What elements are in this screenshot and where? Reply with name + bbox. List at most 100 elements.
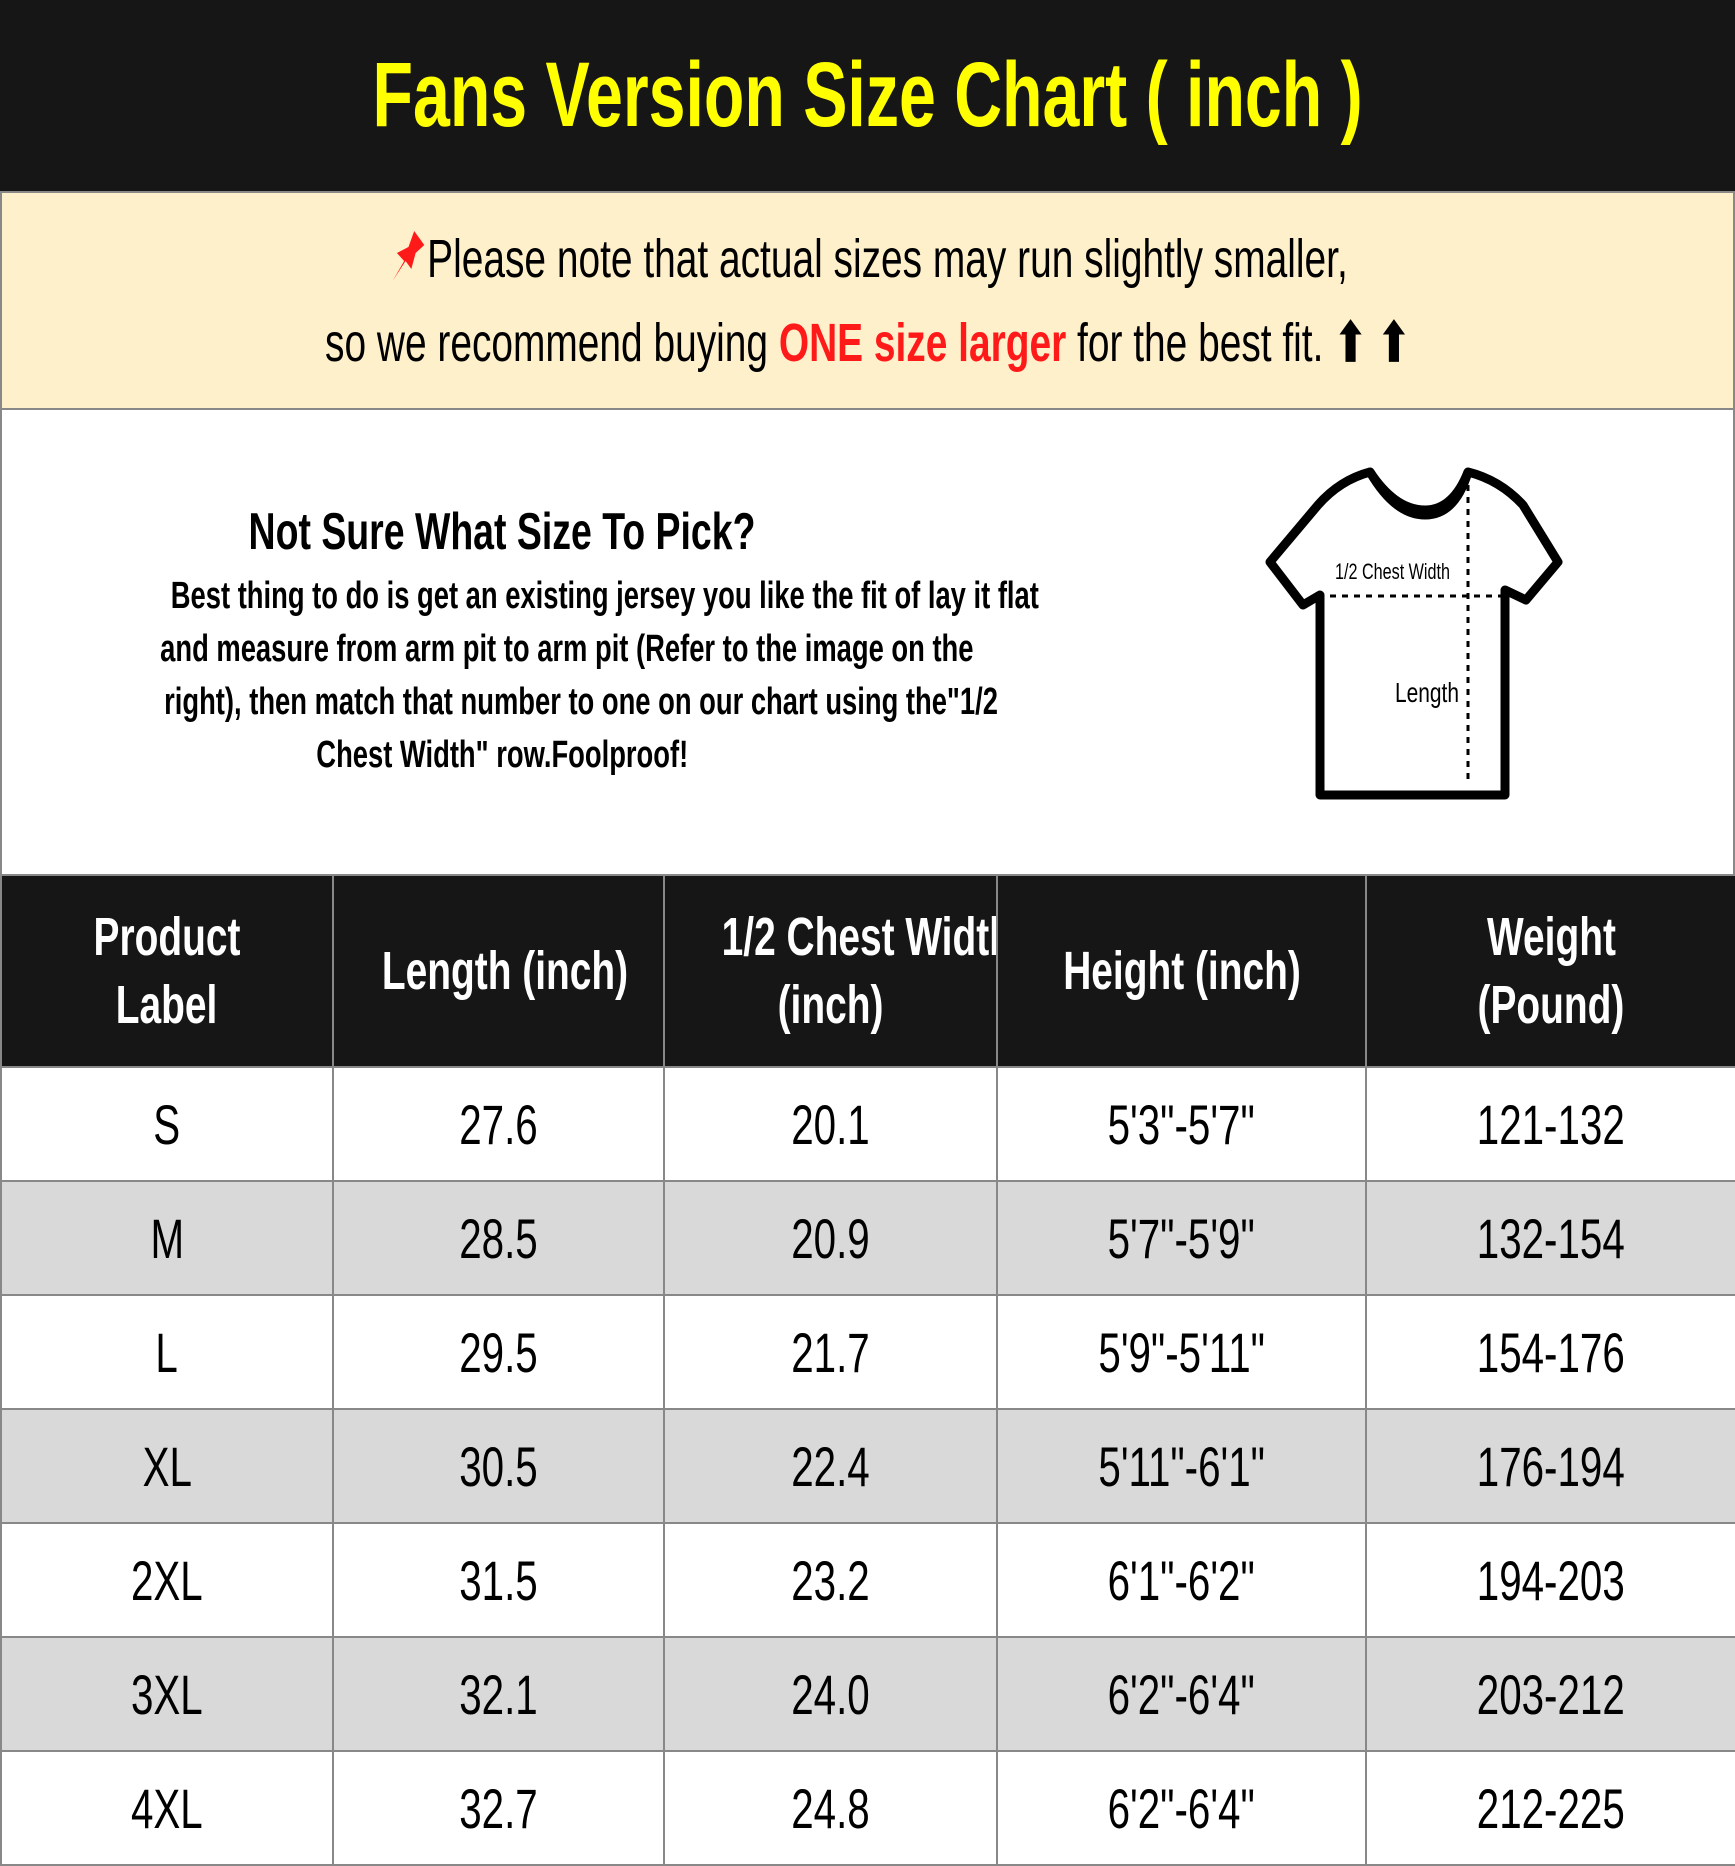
table-cell: 2XL bbox=[0, 1522, 334, 1638]
table-row: S 27.6 20.1 5'3"-5'7" 121-132 bbox=[0, 1066, 1735, 1182]
table-cell: 31.5 bbox=[332, 1522, 665, 1638]
table-cell: 132-154 bbox=[1365, 1180, 1735, 1296]
table-cell: 3XL bbox=[0, 1636, 334, 1752]
cell-text: 176-194 bbox=[1477, 1434, 1625, 1498]
table-cell: 194-203 bbox=[1365, 1522, 1735, 1638]
size-note: Please note that actual sizes may run sl… bbox=[0, 193, 1735, 410]
cell-text: 212-225 bbox=[1477, 1776, 1625, 1840]
cell-text: 20.1 bbox=[791, 1092, 870, 1156]
header-text: (Pound) bbox=[1477, 975, 1625, 1035]
table-cell: 30.5 bbox=[332, 1408, 665, 1524]
cell-text: 6'1"-6'2" bbox=[1107, 1548, 1256, 1612]
length-label: Length bbox=[1395, 677, 1459, 708]
column-header: Weight (Pound) bbox=[1365, 874, 1735, 1068]
cell-text: L bbox=[155, 1320, 179, 1384]
cell-text: XL bbox=[142, 1434, 192, 1498]
guide-line: right), then match that number to one on… bbox=[164, 681, 998, 723]
cell-text: M bbox=[150, 1206, 184, 1270]
table-row: L 29.5 21.7 5'9"-5'11" 154-176 bbox=[0, 1294, 1735, 1410]
table-cell: 6'2"-6'4" bbox=[996, 1636, 1367, 1752]
measure-guide: Not Sure What Size To Pick? Best thing t… bbox=[0, 410, 1735, 874]
cell-text: 23.2 bbox=[791, 1548, 870, 1612]
table-cell: 24.8 bbox=[663, 1750, 998, 1866]
cell-text: 30.5 bbox=[459, 1434, 538, 1498]
table-cell: S bbox=[0, 1066, 334, 1182]
table-cell: 203-212 bbox=[1365, 1636, 1735, 1752]
note-line-2-end: for the best fit. bbox=[1066, 313, 1324, 373]
cell-text: 5'9"-5'11" bbox=[1098, 1320, 1265, 1384]
cell-text: 21.7 bbox=[791, 1320, 870, 1384]
table-cell: 32.7 bbox=[332, 1750, 665, 1866]
cell-text: 154-176 bbox=[1477, 1320, 1625, 1384]
header-banner: Fans Version Size Chart ( inch ) bbox=[0, 0, 1735, 193]
header-text: Length (inch) bbox=[381, 941, 629, 1001]
cell-text: 29.5 bbox=[459, 1320, 538, 1384]
cell-text: 24.8 bbox=[791, 1776, 870, 1840]
table-cell: 5'7"-5'9" bbox=[996, 1180, 1367, 1296]
table-cell: 32.1 bbox=[332, 1636, 665, 1752]
table-cell: 20.9 bbox=[663, 1180, 998, 1296]
table-cell: 28.5 bbox=[332, 1180, 665, 1296]
table-row: 3XL 32.1 24.0 6'2"-6'4" 203-212 bbox=[0, 1636, 1735, 1752]
cell-text: 4XL bbox=[131, 1776, 203, 1840]
cell-text: 20.9 bbox=[791, 1206, 870, 1270]
table-row: XL 30.5 22.4 5'11"-6'1" 176-194 bbox=[0, 1408, 1735, 1524]
table-cell: 22.4 bbox=[663, 1408, 998, 1524]
table-cell: 24.0 bbox=[663, 1636, 998, 1752]
cell-text: 32.1 bbox=[459, 1662, 538, 1726]
guide-line: Chest Width" row.Foolproof! bbox=[316, 734, 688, 776]
table-cell: 20.1 bbox=[663, 1066, 998, 1182]
table-row: M 28.5 20.9 5'7"-5'9" 132-154 bbox=[0, 1180, 1735, 1296]
pushpin-icon bbox=[392, 231, 425, 281]
table-cell: 6'2"-6'4" bbox=[996, 1750, 1367, 1866]
table-cell: 176-194 bbox=[1365, 1408, 1735, 1524]
cell-text: 28.5 bbox=[459, 1206, 538, 1270]
cell-text: 32.7 bbox=[459, 1776, 538, 1840]
cell-text: 5'7"-5'9" bbox=[1107, 1206, 1256, 1270]
cell-text: 6'2"-6'4" bbox=[1107, 1662, 1256, 1726]
cell-text: 2XL bbox=[131, 1548, 203, 1612]
table-cell: 4XL bbox=[0, 1750, 334, 1866]
note-line-1: Please note that actual sizes may run sl… bbox=[427, 229, 1348, 289]
page-title: Fans Version Size Chart ( inch ) bbox=[372, 44, 1363, 146]
table-cell: 5'9"-5'11" bbox=[996, 1294, 1367, 1410]
cell-text: 121-132 bbox=[1477, 1092, 1625, 1156]
table-cell: 212-225 bbox=[1365, 1750, 1735, 1866]
column-header: 1/2 Chest Width (inch) bbox=[663, 874, 998, 1068]
table-cell: 6'1"-6'2" bbox=[996, 1522, 1367, 1638]
table-row: 4XL 32.7 24.8 6'2"-6'4" 212-225 bbox=[0, 1750, 1735, 1866]
table-cell: 23.2 bbox=[663, 1522, 998, 1638]
table-cell: M bbox=[0, 1180, 334, 1296]
table-cell: L bbox=[0, 1294, 334, 1410]
header-text: Product bbox=[93, 907, 241, 967]
column-header: Length (inch) bbox=[332, 874, 665, 1068]
column-header: Product Label bbox=[0, 874, 334, 1068]
note-emphasis: ONE size larger bbox=[778, 313, 1067, 373]
cell-text: 5'3"-5'7" bbox=[1107, 1092, 1256, 1156]
table-cell: 154-176 bbox=[1365, 1294, 1735, 1410]
arrow-up-icons: ⬆ ⬆ bbox=[1334, 313, 1411, 373]
chest-label: 1/2 Chest Width bbox=[1335, 559, 1450, 584]
table-cell: 5'11"-6'1" bbox=[996, 1408, 1367, 1524]
cell-text: 6'2"-6'4" bbox=[1107, 1776, 1256, 1840]
cell-text: 5'11"-6'1" bbox=[1098, 1434, 1265, 1498]
column-header: Height (inch) bbox=[996, 874, 1367, 1068]
header-text: Height (inch) bbox=[1062, 941, 1301, 1001]
header-text: Label bbox=[116, 975, 218, 1035]
cell-text: 132-154 bbox=[1477, 1206, 1625, 1270]
table-row: 2XL 31.5 23.2 6'1"-6'2" 194-203 bbox=[0, 1522, 1735, 1638]
size-table: Product Label Length (inch) 1/2 Chest Width… bbox=[0, 874, 1735, 1866]
cell-text: 203-212 bbox=[1477, 1662, 1625, 1726]
guide-line: and measure from arm pit to arm pit (Ref… bbox=[160, 628, 974, 670]
cell-text: 24.0 bbox=[791, 1662, 870, 1726]
guide-line: Best thing to do is get an existing jers… bbox=[170, 575, 1039, 617]
cell-text: 31.5 bbox=[459, 1548, 538, 1612]
cell-text: 22.4 bbox=[791, 1434, 870, 1498]
header-text: (inch) bbox=[777, 975, 884, 1035]
table-cell: 29.5 bbox=[332, 1294, 665, 1410]
guide-title: Not Sure What Size To Pick? bbox=[248, 503, 756, 561]
cell-text: S bbox=[153, 1092, 181, 1156]
table-cell: 121-132 bbox=[1365, 1066, 1735, 1182]
header-text: 1/2 Chest Width bbox=[721, 907, 997, 967]
cell-text: 194-203 bbox=[1477, 1548, 1625, 1612]
